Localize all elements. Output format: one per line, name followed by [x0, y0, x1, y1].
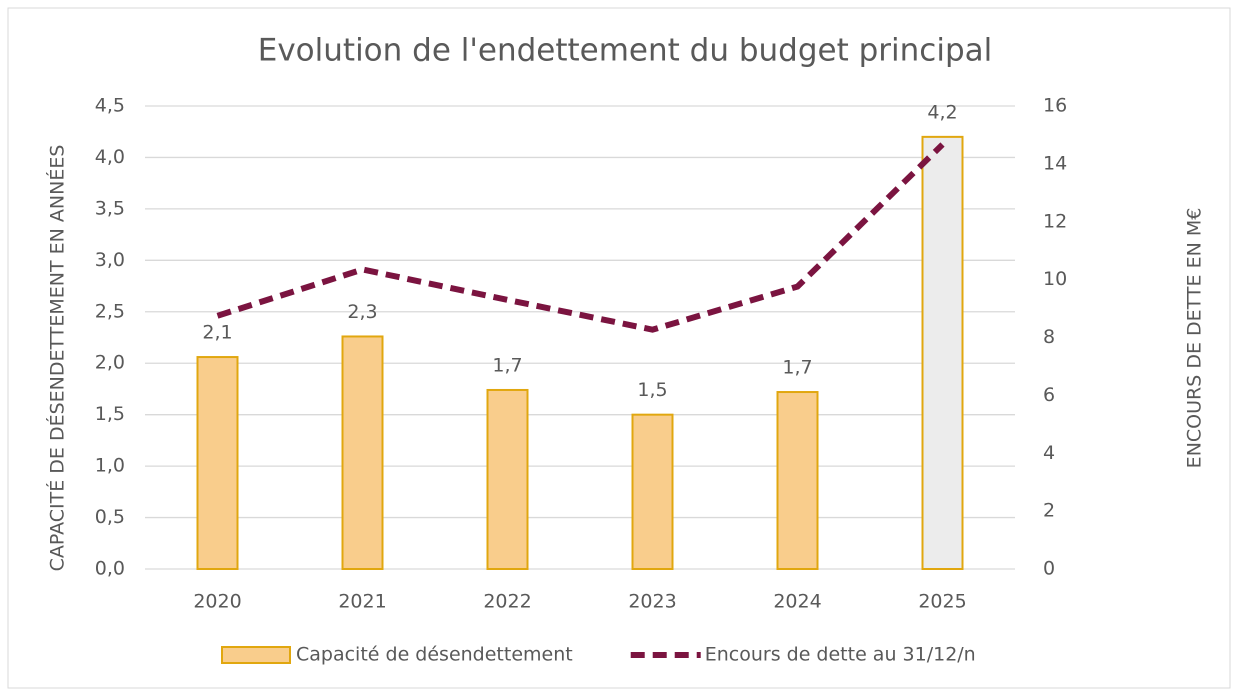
y2-tick-label: 16 [1043, 95, 1067, 117]
y2-tick-label: 4 [1043, 442, 1055, 464]
y-axis-title: CAPACITÉ DE DÉSENDETTEMENT EN ANNÉES [46, 145, 69, 572]
y2-tick-label: 8 [1043, 326, 1055, 348]
legend-swatch [221, 646, 291, 664]
chart-title: Evolution de l'endettement du budget pri… [258, 33, 992, 69]
y2-tick-label: 12 [1043, 210, 1067, 232]
data-label: 1,7 [782, 357, 812, 379]
chart-frame [7, 7, 1231, 689]
x-tick-label: 2022 [483, 591, 531, 613]
bar [196, 356, 239, 570]
x-tick-label: 2024 [773, 591, 821, 613]
y2-tick-label: 6 [1043, 384, 1055, 406]
bar [921, 135, 964, 570]
data-label: 1,5 [637, 379, 667, 401]
legend-label: Encours de dette au 31/12/n [705, 644, 976, 666]
y-tick-label: 4,0 [95, 146, 125, 168]
y2-tick-label: 0 [1043, 558, 1055, 580]
legend-label: Capacité de désendettement [296, 644, 573, 666]
y2-tick-label: 10 [1043, 268, 1067, 290]
y2-axis-title: ENCOURS DE DETTE EN M€ [1184, 208, 1206, 469]
x-tick-label: 2023 [628, 591, 676, 613]
x-tick-label: 2020 [193, 591, 241, 613]
y-tick-label: 3,5 [95, 197, 125, 219]
y-tick-label: 2,0 [95, 352, 125, 374]
x-tick-label: 2021 [338, 591, 386, 613]
y-tick-label: 2,5 [95, 300, 125, 322]
bar [776, 391, 819, 570]
y2-tick-label: 2 [1043, 500, 1055, 522]
bar [486, 388, 529, 570]
y-tick-label: 0,5 [95, 506, 125, 528]
data-label: 4,2 [927, 101, 957, 123]
bar [631, 413, 674, 570]
bar [341, 335, 384, 570]
data-label: 2,1 [202, 322, 232, 344]
y-tick-label: 0,0 [95, 558, 125, 580]
y-tick-label: 3,0 [95, 249, 125, 271]
data-label: 1,7 [492, 354, 522, 376]
y-tick-label: 1,0 [95, 455, 125, 477]
y-tick-label: 4,5 [95, 95, 125, 117]
line-series [216, 142, 945, 333]
y-tick-label: 1,5 [95, 403, 125, 425]
y2-tick-label: 14 [1043, 152, 1067, 174]
data-label: 2,3 [347, 301, 377, 323]
x-tick-label: 2025 [918, 591, 966, 613]
